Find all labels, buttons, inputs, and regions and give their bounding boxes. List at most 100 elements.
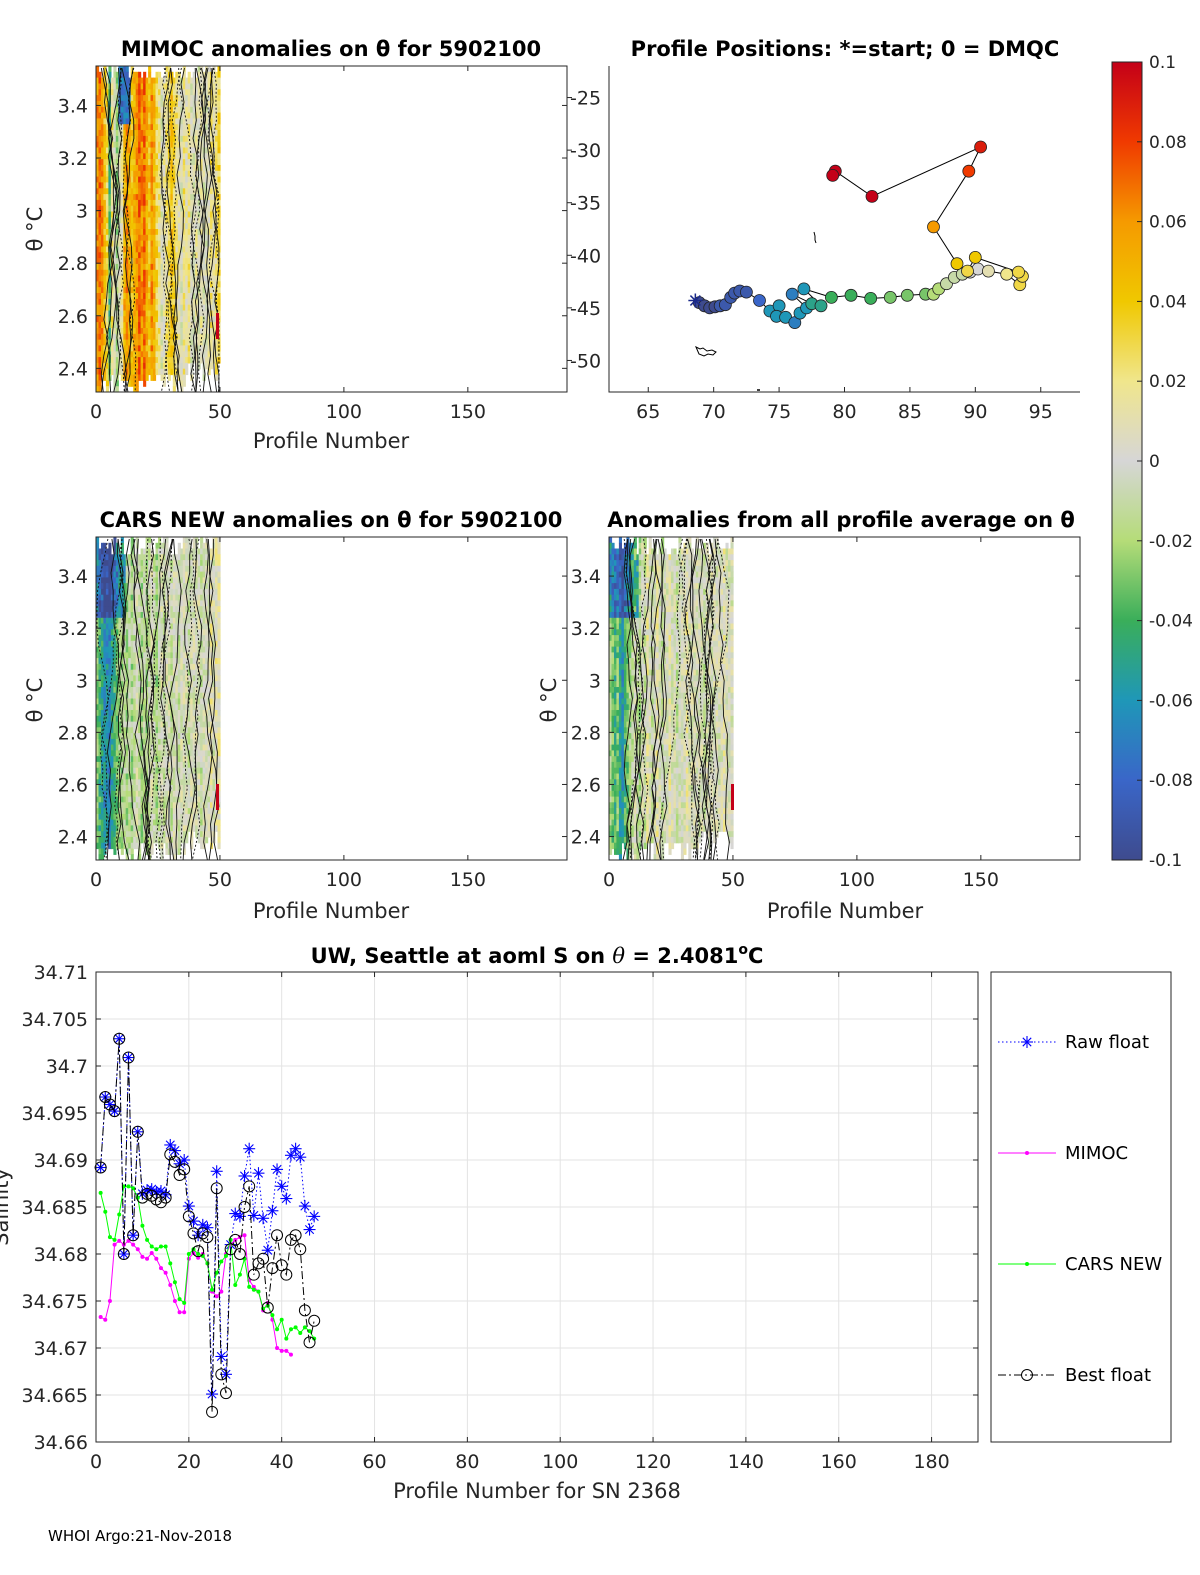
heat-cell: [98, 733, 102, 740]
heat-cell: [175, 571, 179, 578]
heat-cell: [113, 246, 117, 253]
heat-cell: [120, 756, 124, 763]
heat-cell: [170, 808, 174, 815]
heat-cell: [162, 368, 166, 376]
heat-cell: [177, 819, 181, 826]
heat-cell: [120, 182, 124, 189]
heat-cell: [98, 304, 102, 312]
heat-cell: [172, 223, 176, 230]
heat-cell: [177, 246, 181, 253]
heat-cell: [182, 281, 186, 288]
heat-cell: [123, 813, 127, 821]
heat-cell: [135, 594, 139, 602]
heat-cell: [153, 281, 157, 288]
heat-cell: [148, 583, 152, 590]
heat-cell: [177, 316, 181, 323]
heat-cell: [165, 710, 169, 717]
heat-cell: [138, 170, 142, 178]
heat-cell: [197, 118, 201, 125]
heat-cell: [143, 681, 147, 688]
heat-cell: [160, 83, 164, 90]
heat-cell: [217, 170, 221, 178]
heat-cell: [123, 275, 127, 282]
heat-cell: [125, 675, 129, 682]
heat-cell: [162, 733, 166, 740]
xtick-label: 90: [963, 401, 987, 423]
heat-cell: [202, 322, 206, 329]
contour-line: [112, 67, 123, 392]
xtick-label: 0: [90, 401, 102, 423]
heat-cell: [98, 802, 102, 809]
heat-cell: [140, 819, 144, 826]
heat-cell: [177, 176, 181, 183]
heat-cell: [185, 100, 189, 108]
heat-cell: [98, 159, 102, 166]
heat-cell: [158, 304, 162, 312]
heat-cell: [175, 715, 179, 723]
heat-cell: [205, 118, 209, 125]
heat-cell: [210, 223, 214, 230]
heat-cell: [158, 310, 162, 317]
heat-cell: [118, 223, 122, 230]
heat-cell: [217, 234, 221, 242]
heat-cell: [180, 351, 184, 358]
heat-cell: [103, 785, 107, 792]
heat-cell: [158, 176, 162, 183]
heat-cell: [200, 89, 204, 96]
heat-cell: [202, 374, 206, 381]
heat-cell: [133, 141, 137, 149]
heat-cell: [158, 744, 162, 751]
heat-cell: [155, 658, 159, 665]
heat-cell: [180, 170, 184, 178]
heat-cell: [108, 594, 112, 602]
heat-cell: [155, 328, 159, 335]
heat-cell: [187, 606, 191, 613]
heat-cell: [108, 635, 112, 642]
heat-cell: [130, 362, 134, 370]
heat-cell: [110, 100, 114, 108]
heat-cell: [120, 802, 124, 809]
heat-cell: [165, 560, 169, 567]
heat-cell: [113, 750, 117, 757]
heat-cell: [165, 368, 169, 376]
heat-cell: [138, 594, 142, 602]
heat-cell: [200, 147, 204, 154]
heat-cell: [172, 836, 176, 844]
heat-cell: [143, 188, 147, 195]
heat-cell: [103, 715, 107, 723]
heat-cell: [207, 269, 211, 277]
heat-cell: [155, 698, 159, 705]
heat-cell: [192, 658, 196, 665]
heat-cell: [165, 761, 169, 769]
heat-cell: [150, 773, 154, 780]
heat-cell: [105, 147, 109, 154]
heat-cell: [162, 95, 166, 102]
heat-cell: [177, 773, 181, 780]
heat-cell: [207, 351, 211, 358]
heat-cell: [197, 246, 201, 253]
heat-cell: [98, 819, 102, 826]
heat-cell: [110, 234, 114, 242]
heat-cell: [103, 779, 107, 786]
heat-cell: [177, 629, 181, 636]
heat-cell: [192, 263, 196, 271]
heat-cell: [110, 612, 114, 619]
heat-cell: [135, 89, 139, 96]
heat-cell: [215, 234, 219, 242]
mimoc-title: MIMOC anomalies on θ for 5902100: [121, 37, 541, 61]
heat-cell: [113, 374, 117, 381]
heat-cell: [130, 287, 134, 294]
heat-cell: [135, 258, 139, 265]
heat-cell: [162, 339, 166, 346]
heat-cell: [120, 194, 124, 201]
heat-cell: [160, 223, 164, 230]
heat-cell: [150, 612, 154, 619]
heat-cell: [177, 293, 181, 300]
heat-cell: [128, 135, 132, 143]
heat-cell: [175, 281, 179, 288]
heat-cell: [105, 188, 109, 195]
heat-cell: [190, 790, 194, 798]
heat-cell: [185, 588, 189, 596]
heat-cell: [158, 234, 162, 242]
heat-cell: [120, 112, 124, 119]
